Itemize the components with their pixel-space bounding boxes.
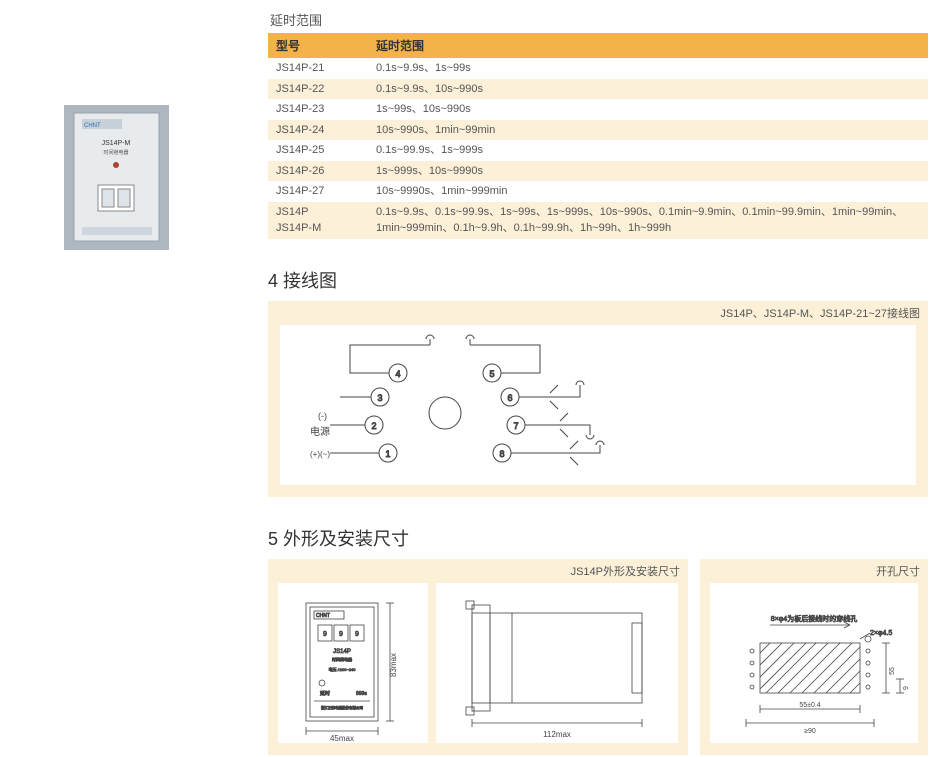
th-model: 型号 [268,33,368,58]
svg-text:1: 1 [385,449,390,459]
svg-text:7: 7 [513,421,518,431]
cell-model: JS14P-21 [268,58,368,79]
svg-text:2×φ4.5: 2×φ4.5 [870,630,892,637]
svg-text:时间继电器: 时间继电器 [103,149,128,156]
table-row: JS14P-231s~99s、10s~990s [268,99,928,120]
svg-text:电源: 电源 [310,425,330,438]
cell-range: 0.1s~9.9s、0.1s~99.9s、1s~99s、1s~999s、10s~… [368,202,928,239]
svg-text:时间继电器: 时间继电器 [332,656,352,662]
svg-text:8×φ4为板后接线时的穿线孔: 8×φ4为板后接线时的穿线孔 [771,614,857,623]
table-row: JS14P-2410s~990s、1min~99min [268,120,928,141]
dim-caption-left: JS14P外形及安装尺寸 [268,559,688,583]
section5-title: 5 外形及安装尺寸 [268,525,950,551]
cell-model: JS14P-27 [268,181,368,202]
svg-text:3: 3 [377,393,382,403]
table-row: JS14P-2710s~9990s、1min~999min [268,181,928,202]
svg-text:5: 5 [489,369,494,379]
cell-model: JS14P-24 [268,120,368,141]
table-row: JS14P-210.1s~9.9s、1s~99s [268,58,928,79]
svg-text:8: 8 [499,449,504,459]
svg-text:2: 2 [371,421,376,431]
svg-text:55: 55 [889,667,896,675]
cell-model: JS14P-22 [268,79,368,100]
svg-text:延时: 延时 [320,690,330,697]
cell-range: 0.1s~9.9s、10s~990s [368,79,928,100]
wiring-caption: JS14P、JS14P-M、JS14P-21~27接线图 [268,301,928,325]
svg-text:9: 9 [903,685,910,689]
svg-text:55±0.4: 55±0.4 [799,702,820,709]
cell-model: JS14P-26 [268,161,368,182]
cell-range: 0.1s~9.9s、1s~99s [368,58,928,79]
table-row: JS14P-220.1s~9.9s、10s~990s [268,79,928,100]
cell-model: JS14P-25 [268,140,368,161]
svg-text:浙江正泰电器股份有限公司: 浙江正泰电器股份有限公司 [321,705,363,710]
svg-text:999s: 999s [356,691,367,697]
svg-text:45max: 45max [330,734,354,743]
table-row: JS14P JS14P-M0.1s~9.9s、0.1s~99.9s、1s~99s… [268,202,928,239]
th-range: 延时范围 [368,33,928,58]
svg-text:(-): (-) [318,411,327,421]
svg-text:83max: 83max [389,652,398,676]
svg-text:JS14P-M: JS14P-M [102,140,131,147]
svg-text:CHNT: CHNT [316,613,330,619]
svg-text:≥90: ≥90 [804,728,816,735]
svg-text:JS14P: JS14P [333,649,351,655]
cell-range: 0.1s~99.9s、1s~999s [368,140,928,161]
section4-title: 4 接线图 [268,267,950,293]
table-row: JS14P-261s~999s、10s~9990s [268,161,928,182]
table-row: JS14P-250.1s~99.9s、1s~999s [268,140,928,161]
svg-text:9: 9 [323,631,327,638]
svg-text:9: 9 [355,631,359,638]
cell-model: JS14P-23 [268,99,368,120]
svg-text:9: 9 [339,631,343,638]
product-photo: CHNT JS14P-M 时间继电器 [64,105,169,250]
dim-caption-right: 开孔尺寸 [700,559,928,583]
cell-model: JS14P JS14P-M [268,202,368,239]
cell-range: 10s~9990s、1min~999min [368,181,928,202]
cell-range: 10s~990s、1min~99min [368,120,928,141]
delay-range-table: 型号 延时范围 JS14P-210.1s~9.9s、1s~99sJS14P-22… [268,33,928,239]
cell-range: 1s~999s、10s~9990s [368,161,928,182]
svg-text:CHNT: CHNT [84,123,101,129]
dimension-row: JS14P外形及安装尺寸 CHNT 9 9 9 JS14P [268,559,928,755]
cell-range: 1s~99s、10s~990s [368,99,928,120]
svg-text:4: 4 [395,369,400,379]
section-delay-title: 延时范围 [268,10,950,29]
svg-text:(+)(~): (+)(~) [310,450,330,459]
svg-text:电压 /:100~240: 电压 /:100~240 [328,666,356,672]
svg-text:112max: 112max [543,730,571,739]
wiring-diagram-box: 4 3 2 1 5 6 7 8 [268,325,928,497]
svg-text:6: 6 [507,393,512,403]
